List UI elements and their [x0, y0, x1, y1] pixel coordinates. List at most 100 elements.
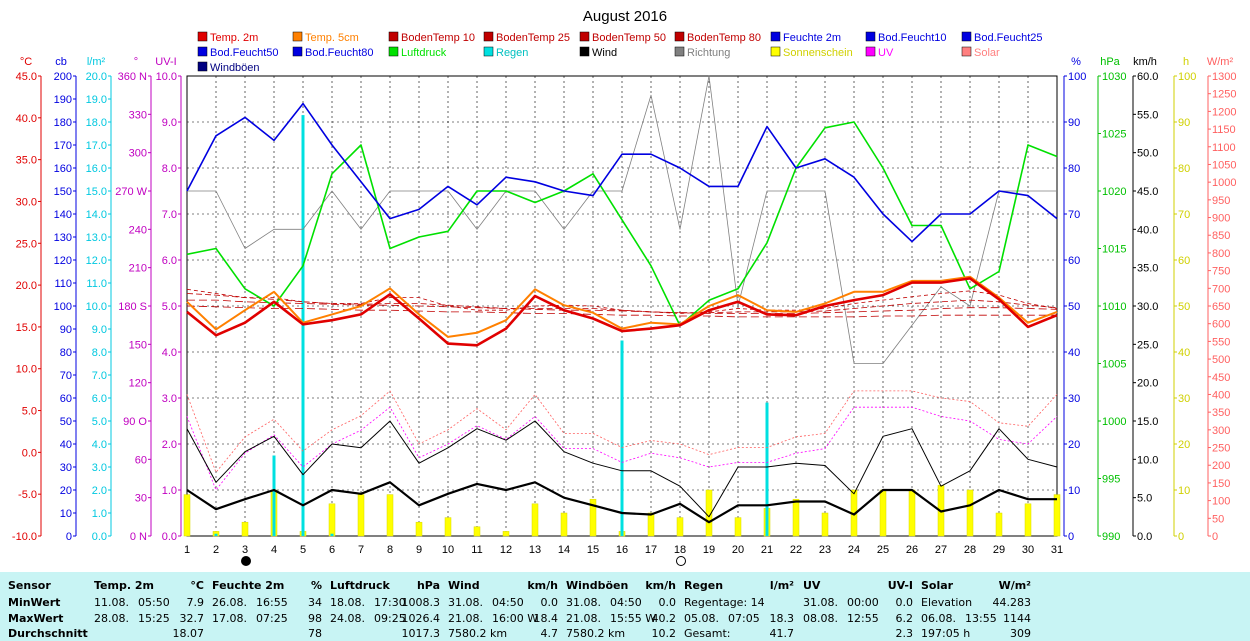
right-axis-label: 10 — [1068, 485, 1080, 497]
left-axis-label: 25.0 — [16, 238, 37, 250]
left-axis-label: 9.0 — [162, 117, 177, 129]
left-axis-label: 90 — [60, 324, 72, 336]
sunshine-bar — [908, 489, 916, 537]
stat-date: 21.08. — [566, 611, 601, 625]
stat-date: 06.08. — [921, 611, 956, 625]
legend-entry: Feuchte 2m — [770, 31, 841, 44]
right-axis-label: 400 — [1212, 389, 1230, 401]
left-axis-label: 10.0 — [156, 71, 177, 83]
left-axis-label: 7.0 — [92, 370, 107, 382]
left-axis-label: 30.0 — [16, 196, 37, 208]
right-axis-label: 60 — [1068, 255, 1080, 267]
legend-label: Bod.Feucht80 — [305, 47, 374, 59]
left-axis-label: 30 — [60, 462, 72, 474]
legend-label: UV — [878, 47, 894, 59]
legend-swatch — [674, 46, 685, 57]
sunshine-bar — [444, 517, 452, 537]
stat-time: 15:25 — [138, 611, 170, 625]
chart-title: August 2016 — [583, 8, 667, 25]
x-tick-label: 25 — [877, 544, 889, 556]
right-axis-label: 100 — [1212, 496, 1230, 508]
sunshine-bar — [531, 503, 539, 537]
right-axis-label: 80 — [1068, 163, 1080, 175]
right-axis-label: 10 — [1178, 485, 1190, 497]
series-line — [186, 121, 1058, 327]
left-axis-label: 70 — [60, 370, 72, 382]
left-axis-label: 45.0 — [16, 71, 37, 83]
right-axis-label: 5.0 — [1137, 493, 1152, 505]
left-axis-label: 360 N — [118, 71, 147, 83]
stat-date: 28.08. — [94, 611, 129, 625]
legend-entry: Windböen — [197, 61, 260, 74]
right-axis-unit: W/m² — [1207, 56, 1234, 68]
right-axis-label: 90 — [1178, 117, 1190, 129]
right-axis-label: 1250 — [1212, 89, 1236, 101]
right-axis-label: 300 — [1212, 425, 1230, 437]
stat-header-4: Windböen — [566, 579, 629, 592]
x-tick-label: 14 — [558, 544, 570, 556]
stat-value: 0.0 — [658, 596, 677, 609]
stat-date: 31.08. — [448, 596, 483, 609]
legend-label: Bod.Feucht25 — [974, 32, 1043, 44]
x-tick-label: 9 — [416, 544, 422, 556]
left-axis-label: 2.0 — [162, 439, 177, 451]
stat-date: 31.08. — [803, 596, 838, 609]
right-axis-label: 30 — [1178, 393, 1190, 405]
right-axis-label: 550 — [1212, 336, 1230, 348]
legend-label: BodenTemp 50 — [592, 32, 666, 44]
sunshine-bar — [734, 517, 742, 537]
left-axis-label: 2.0 — [92, 485, 107, 497]
legend-swatch — [770, 46, 781, 57]
right-axis-label: 50 — [1178, 301, 1190, 313]
legend-entry: Bod.Feucht25 — [961, 31, 1043, 44]
right-axis-label: 1030 — [1102, 71, 1126, 83]
left-axis-label: 170 — [54, 140, 72, 152]
right-axis-label: 55.0 — [1137, 109, 1158, 121]
stat-value: 309 — [1010, 627, 1031, 640]
x-tick-label: 1 — [184, 544, 190, 556]
chart-area: August 2016 Temp. 2m Temp. 5cm BodenTemp 10… — [12, 8, 1236, 566]
stat-date: 7580.2 km — [448, 627, 508, 640]
x-tick-label: 31 — [1051, 544, 1063, 556]
right-axis-unit: hPa — [1100, 56, 1120, 68]
legend-entry: BodenTemp 80 — [674, 31, 761, 44]
legend-swatch — [674, 31, 685, 42]
stat-unit-0: °C — [190, 579, 204, 592]
x-tick-label: 19 — [703, 544, 715, 556]
stat-time: 17:30 — [374, 596, 406, 609]
left-axis-label: 60 — [60, 393, 72, 405]
legend-entry: Sonnenschein — [770, 46, 853, 59]
stat-time: 16:55 — [256, 596, 288, 609]
left-axis-label: 60 — [135, 454, 147, 466]
stat-date: 31.08. — [566, 596, 601, 609]
left-axis-label: 180 S — [118, 301, 147, 313]
legend-entry: Temp. 2m — [197, 31, 258, 44]
left-axis-label: 18.0 — [86, 117, 107, 129]
right-axis-label: 150 — [1212, 478, 1230, 490]
legend-label: BodenTemp 80 — [687, 32, 761, 44]
left-axis-label: 50 — [60, 416, 72, 428]
legend-label: Temp. 5cm — [305, 32, 359, 44]
left-axis-label: 9.0 — [92, 324, 107, 336]
stat-date: 26.08. — [212, 596, 247, 609]
stat-unit-7: W/m² — [998, 579, 1031, 592]
right-axis-label: 20 — [1068, 439, 1080, 451]
stat-date: 17.08. — [212, 611, 247, 625]
left-axis-label: 100 — [54, 301, 72, 313]
right-axis-label: 0 — [1178, 531, 1184, 543]
legend-swatch — [865, 31, 876, 42]
right-axis-label: 650 — [1212, 301, 1230, 313]
x-tick-label: 6 — [329, 544, 335, 556]
right-axis-label: 50 — [1068, 301, 1080, 313]
stat-value: 32.7 — [179, 611, 205, 625]
full-moon-icon — [676, 556, 686, 566]
sunshine-bar — [241, 521, 249, 537]
legend-entry: Richtung — [674, 46, 730, 59]
stat-time: 07:05 — [728, 611, 760, 625]
stat-value: 1008.3 — [401, 596, 441, 609]
left-axis-label: 10.0 — [86, 301, 107, 313]
left-axis-label: 40.0 — [16, 113, 37, 125]
stat-value: 0.0 — [540, 596, 559, 609]
left-axis-label: 14.0 — [86, 209, 107, 221]
x-tick-label: 12 — [500, 544, 512, 556]
